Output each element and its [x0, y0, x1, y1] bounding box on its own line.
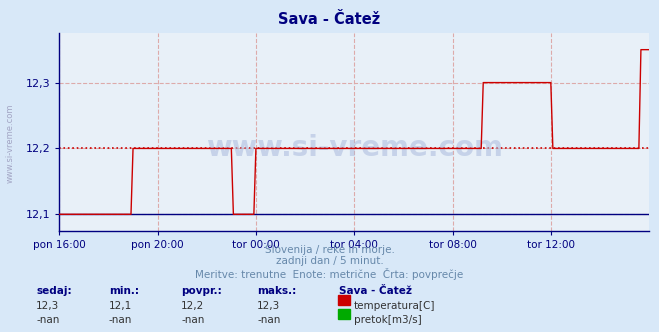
- Text: povpr.:: povpr.:: [181, 286, 222, 296]
- Text: zadnji dan / 5 minut.: zadnji dan / 5 minut.: [275, 256, 384, 266]
- Text: pretok[m3/s]: pretok[m3/s]: [354, 315, 422, 325]
- Text: 12,1: 12,1: [109, 301, 132, 311]
- Text: www.si-vreme.com: www.si-vreme.com: [5, 103, 14, 183]
- Text: Sava - Čatež: Sava - Čatež: [339, 286, 413, 296]
- Text: sedaj:: sedaj:: [36, 286, 72, 296]
- Text: -nan: -nan: [257, 315, 280, 325]
- Text: Meritve: trenutne  Enote: metrične  Črta: povprečje: Meritve: trenutne Enote: metrične Črta: …: [195, 268, 464, 280]
- Text: min.:: min.:: [109, 286, 139, 296]
- Text: temperatura[C]: temperatura[C]: [354, 301, 436, 311]
- Text: -nan: -nan: [36, 315, 59, 325]
- Text: -nan: -nan: [109, 315, 132, 325]
- Text: 12,3: 12,3: [257, 301, 280, 311]
- Text: 12,2: 12,2: [181, 301, 204, 311]
- Text: 12,3: 12,3: [36, 301, 59, 311]
- Text: maks.:: maks.:: [257, 286, 297, 296]
- Text: www.si-vreme.com: www.si-vreme.com: [206, 134, 503, 162]
- Text: -nan: -nan: [181, 315, 204, 325]
- Text: Slovenija / reke in morje.: Slovenija / reke in morje.: [264, 245, 395, 255]
- Text: Sava - Čatež: Sava - Čatež: [278, 12, 381, 27]
